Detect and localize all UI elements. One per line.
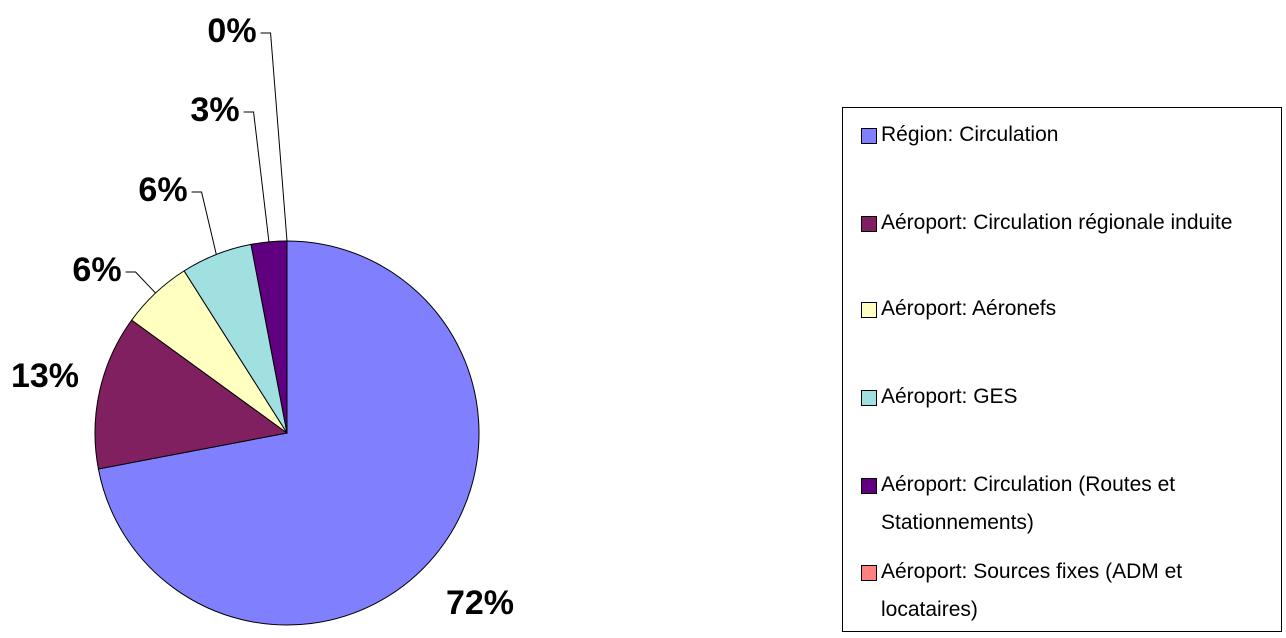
legend-entry: Aéroport: Circulation (Routes et Station… [853, 466, 1281, 542]
pie-slice [94, 319, 289, 470]
legend-label: Aéroport: Circulation régionale induite [881, 211, 1233, 234]
legend-entry: Aéroport: Circulation régionale induite [853, 204, 1281, 242]
legend-swatch [861, 478, 877, 494]
legend-swatch [861, 216, 877, 232]
legend-label: Aéroport: GES [881, 385, 1018, 408]
leader-line [191, 191, 217, 255]
data-label: 6% [72, 251, 121, 289]
data-label: 72% [446, 584, 514, 622]
leader-line [243, 111, 270, 242]
legend-entry: Région: Circulation [853, 116, 1281, 154]
legend-label: Aéroport: Sources fixes (ADM et locatair… [881, 560, 1183, 621]
chart: 72% 13% 6% 6% 3% 0% [11, 12, 514, 626]
legend-label: Aéroport: Circulation (Routes et Station… [881, 473, 1176, 534]
legend-swatch [861, 302, 877, 318]
legend-entry: Aéroport: Sources fixes (ADM et locatair… [853, 553, 1281, 629]
data-label: 6% [138, 171, 187, 209]
legend-label: Aéroport: Aéronefs [881, 297, 1057, 320]
pie-slice [97, 240, 480, 626]
legend-label: Région: Circulation [881, 123, 1059, 146]
data-label: 0% [207, 12, 256, 50]
legend: Région: Circulation Aéroport: Circulation… [842, 107, 1282, 632]
legend-swatch [861, 565, 877, 581]
legend-swatch [861, 128, 877, 144]
legend-swatch [861, 390, 877, 406]
leader-line [260, 32, 288, 242]
legend-entry: Aéroport: GES [853, 378, 1281, 416]
leader-line [125, 271, 156, 294]
data-label: 13% [11, 357, 79, 395]
data-label: 3% [190, 91, 239, 129]
legend-entry: Aéroport: Aéronefs [853, 290, 1281, 328]
